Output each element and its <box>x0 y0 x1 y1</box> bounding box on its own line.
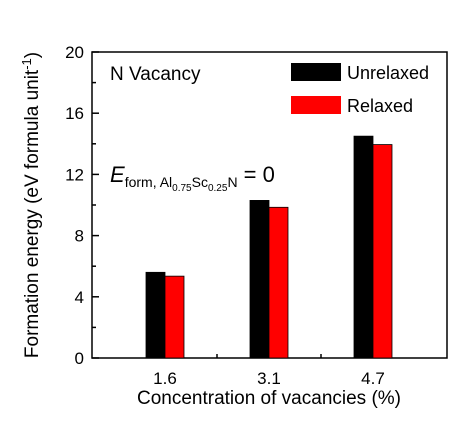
y-tick-label: 20 <box>65 43 84 62</box>
bar-unrelaxed-4.7 <box>353 135 374 359</box>
legend-swatch-unrelaxed <box>291 63 341 81</box>
bar-unrelaxed-3.1 <box>249 200 270 359</box>
x-tick-label: 4.7 <box>361 369 385 388</box>
bars <box>145 135 393 359</box>
annotation-n-vacancy: N Vacancy <box>110 64 201 85</box>
legend: Unrelaxed Relaxed <box>291 63 429 116</box>
x-tick-label: 1.6 <box>153 369 177 388</box>
y-tick-label: 8 <box>75 227 84 246</box>
x-axis-title: Concentration of vacancies (%) <box>137 388 401 409</box>
y-tick-label: 4 <box>75 288 84 307</box>
bar-relaxed-1.6 <box>164 275 185 359</box>
y-tick-label: 16 <box>65 104 84 123</box>
bar-relaxed-3.1 <box>268 206 289 359</box>
y-tick-label: 12 <box>65 165 84 184</box>
x-tick-label: 3.1 <box>257 369 281 388</box>
bar-relaxed-4.7 <box>372 144 393 359</box>
y-axis: 0 4 8 12 16 20 <box>65 43 99 368</box>
legend-swatch-relaxed <box>291 96 341 114</box>
y-tick-label: 0 <box>75 349 84 368</box>
formula-annotation: Eform, Al0.75Sc0.25N = 0 <box>110 162 275 194</box>
y-axis-title: Formation energy (eV formula unit-1) <box>19 52 44 358</box>
bar-unrelaxed-1.6 <box>145 271 166 359</box>
legend-label-unrelaxed: Unrelaxed <box>347 63 429 83</box>
legend-label-relaxed: Relaxed <box>347 96 413 116</box>
